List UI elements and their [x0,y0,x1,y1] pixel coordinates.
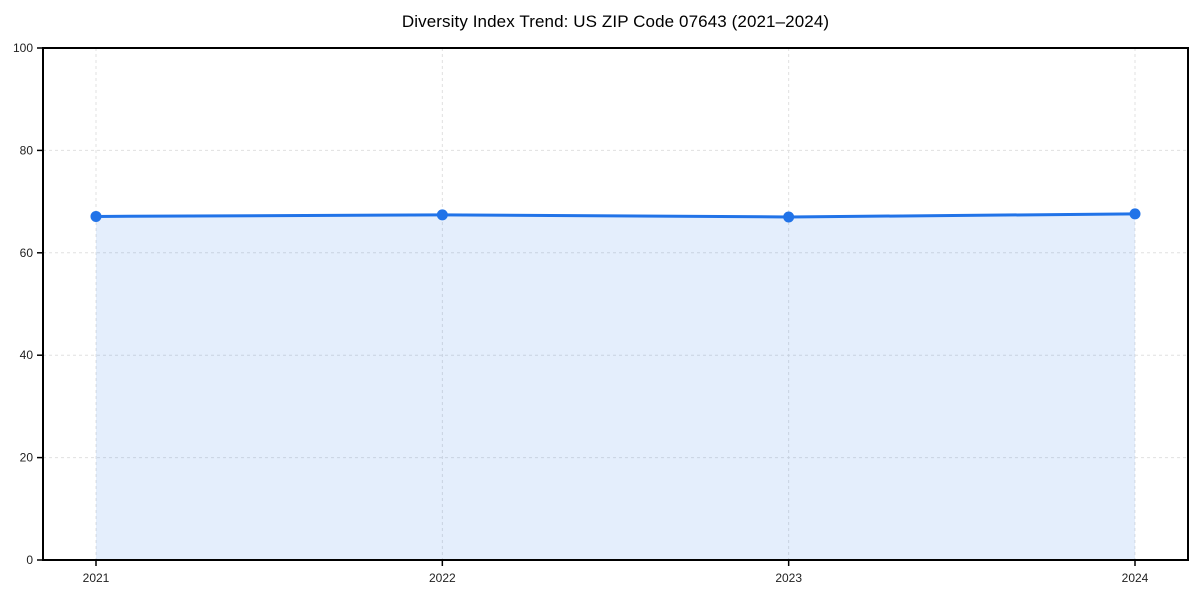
data-point-2023 [783,211,795,223]
axis-ticks: 0 20 40 60 80 100 2021 2022 2023 2024 [13,41,1149,585]
x-tick-label: 2024 [1122,571,1149,585]
x-tick-label: 2021 [83,571,110,585]
data-point-2024 [1129,208,1141,220]
chart-title: Diversity Index Trend: US ZIP Code 07643… [401,12,830,31]
plot-border [42,47,1189,561]
x-tick-label: 2022 [429,571,456,585]
data-point-2022 [436,209,448,221]
area-fill [96,213,1135,560]
y-tick-label: 20 [20,451,34,465]
y-tick-label: 100 [13,41,33,55]
data-point-2021 [90,210,102,222]
y-tick-label: 60 [20,246,34,260]
y-tick-label: 40 [20,348,34,362]
y-tick-label: 80 [20,143,34,157]
trend-line [94,212,1137,219]
y-tick-label: 0 [26,553,33,567]
x-tick-label: 2023 [775,571,802,585]
